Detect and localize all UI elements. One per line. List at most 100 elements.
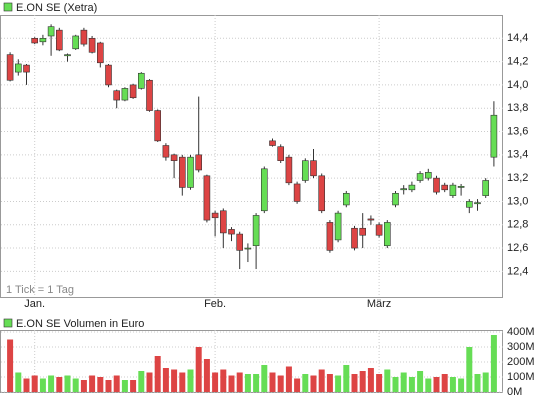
legend-swatch xyxy=(3,318,13,328)
candle-body xyxy=(260,168,268,212)
y-tick-label: 14,0 xyxy=(507,79,528,91)
candle-body xyxy=(457,185,465,188)
candle-body xyxy=(375,224,383,236)
candle-body xyxy=(474,202,481,205)
candle-body xyxy=(39,38,47,43)
volume-bar xyxy=(310,375,317,392)
candle-body xyxy=(154,110,161,142)
volume-bar xyxy=(56,377,63,392)
candle-body xyxy=(203,175,211,221)
candle-body xyxy=(482,180,490,196)
volume-bar xyxy=(482,372,489,392)
volume-bar xyxy=(269,372,276,392)
candle-body xyxy=(342,192,350,206)
volume-bar xyxy=(343,365,350,392)
candle-body xyxy=(23,64,30,73)
candle-body xyxy=(146,79,153,111)
candle-body xyxy=(367,218,375,221)
y-tick-label: 13,0 xyxy=(507,195,528,207)
y-tick-label: 400M xyxy=(507,326,535,338)
candle-body xyxy=(72,35,79,50)
volume-bar xyxy=(31,375,38,392)
volume-bar xyxy=(48,375,55,392)
candle-body xyxy=(162,145,170,158)
volume-bar xyxy=(417,371,424,392)
volume-bar xyxy=(146,372,153,392)
candle-body xyxy=(449,184,457,196)
volume-bar xyxy=(121,380,128,392)
volume-bar xyxy=(195,347,202,392)
candle-body xyxy=(490,114,498,158)
y-tick-label: 100M xyxy=(507,371,535,383)
candle-body xyxy=(310,160,317,177)
volume-bar xyxy=(433,377,440,392)
x-tick-label: Jan. xyxy=(24,298,45,310)
volume-bar xyxy=(449,377,456,392)
candle-body xyxy=(301,160,309,181)
volume-bar xyxy=(474,374,481,392)
volume-bar xyxy=(236,372,243,392)
x-tick-label: März xyxy=(367,298,391,310)
volume-bar xyxy=(187,369,194,392)
candle-body xyxy=(359,227,367,236)
y-tick-label: 13,6 xyxy=(507,125,528,137)
candle-body xyxy=(416,173,424,181)
candle-body xyxy=(228,229,235,235)
candle-body xyxy=(55,29,63,51)
volume-bar xyxy=(335,375,342,392)
price-panel xyxy=(0,15,503,298)
volume-bar xyxy=(179,372,186,392)
volume-bar xyxy=(23,378,30,392)
candle-body xyxy=(97,42,104,64)
volume-bar xyxy=(7,339,14,392)
y-tick-label: 13,8 xyxy=(507,102,528,114)
y-tick-label: 0M xyxy=(507,386,522,398)
note: 1 Tick = 1 Tag xyxy=(6,284,74,296)
candle-body xyxy=(318,175,326,212)
y-tick-label: 14,4 xyxy=(507,32,528,44)
candle-body xyxy=(465,201,473,208)
volume-bar xyxy=(228,375,235,392)
candle-body xyxy=(408,184,416,191)
volume-title: E.ON SE Volumen in Euro xyxy=(16,318,144,330)
candle-body xyxy=(47,26,55,37)
volume-bar xyxy=(318,369,325,392)
candle-body xyxy=(220,210,227,234)
candle-body xyxy=(121,88,129,101)
candle-body xyxy=(269,140,276,146)
candle-body xyxy=(80,29,88,45)
volume-bar xyxy=(253,374,260,392)
candle-body xyxy=(441,184,449,191)
candle-body xyxy=(195,154,202,171)
volume-bar xyxy=(384,369,391,392)
candle-body xyxy=(15,63,22,73)
candle-body xyxy=(293,183,301,202)
y-tick-label: 12,8 xyxy=(507,219,528,231)
candle-body xyxy=(6,54,14,81)
candle-body xyxy=(244,247,252,250)
y-tick-label: 13,4 xyxy=(507,149,528,161)
y-tick-label: 13,2 xyxy=(507,172,528,184)
volume-bar xyxy=(220,369,227,392)
volume-bar xyxy=(244,374,251,392)
chart-title: E.ON SE (Xetra) xyxy=(16,2,97,14)
candle-body xyxy=(433,177,440,193)
volume-bar xyxy=(400,372,407,392)
volume-bar xyxy=(376,374,383,392)
volume-bar xyxy=(212,372,219,392)
volume-bar xyxy=(72,378,79,392)
volume-bar xyxy=(277,375,284,392)
candle-body xyxy=(424,172,432,179)
volume-bar xyxy=(171,369,178,392)
candle-body xyxy=(113,90,120,101)
candle-body xyxy=(211,212,219,219)
volume-bar xyxy=(285,366,292,392)
volume-bar xyxy=(113,375,120,392)
candle-body xyxy=(31,38,39,44)
volume-bar xyxy=(408,377,415,392)
volume-bar xyxy=(15,372,22,392)
candle-body xyxy=(129,84,137,99)
candle-body xyxy=(285,156,293,184)
volume-bar xyxy=(261,365,268,392)
volume-bar xyxy=(64,375,71,392)
